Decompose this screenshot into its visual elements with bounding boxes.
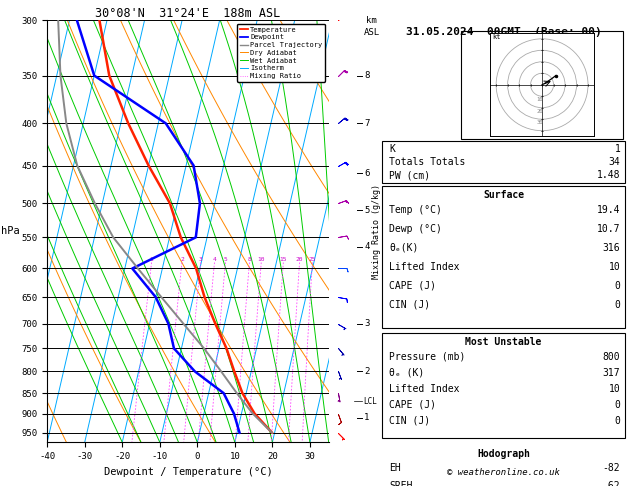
Text: 8: 8 xyxy=(248,258,252,262)
Text: CAPE (J): CAPE (J) xyxy=(389,399,437,410)
Text: km: km xyxy=(367,16,377,25)
Text: Surface: Surface xyxy=(483,190,524,200)
Text: hPa: hPa xyxy=(1,226,20,236)
Text: EH: EH xyxy=(389,464,401,473)
Text: 10.7: 10.7 xyxy=(597,224,620,234)
Text: 800: 800 xyxy=(603,352,620,362)
Bar xyxy=(382,186,625,329)
Text: 7: 7 xyxy=(364,119,370,128)
Text: Most Unstable: Most Unstable xyxy=(465,337,542,347)
Bar xyxy=(462,31,623,139)
Text: 1: 1 xyxy=(364,413,370,422)
Text: K: K xyxy=(389,144,395,154)
Text: 1.48: 1.48 xyxy=(597,171,620,180)
Text: 19.4: 19.4 xyxy=(597,205,620,215)
Text: 4: 4 xyxy=(364,243,370,251)
Text: 3: 3 xyxy=(364,319,370,328)
Legend: Temperature, Dewpoint, Parcel Trajectory, Dry Adiabat, Wet Adiabat, Isotherm, Mi: Temperature, Dewpoint, Parcel Trajectory… xyxy=(237,24,325,82)
Bar xyxy=(382,444,625,486)
Text: Mixing Ratio (g/kg): Mixing Ratio (g/kg) xyxy=(372,184,381,279)
Text: SREH: SREH xyxy=(389,481,413,486)
Text: 10: 10 xyxy=(608,262,620,272)
Bar xyxy=(382,332,625,438)
Text: Totals Totals: Totals Totals xyxy=(389,157,465,167)
Text: -82: -82 xyxy=(603,464,620,473)
Text: 3: 3 xyxy=(199,258,203,262)
Text: 6: 6 xyxy=(364,169,370,178)
Text: θₑ(K): θₑ(K) xyxy=(389,243,419,253)
Text: 25: 25 xyxy=(309,258,316,262)
Text: CAPE (J): CAPE (J) xyxy=(389,281,437,291)
Text: 1: 1 xyxy=(150,258,153,262)
Text: 0: 0 xyxy=(615,300,620,310)
Text: ASL: ASL xyxy=(364,28,380,37)
Text: Pressure (mb): Pressure (mb) xyxy=(389,352,465,362)
Text: Lifted Index: Lifted Index xyxy=(389,383,460,394)
Text: 4: 4 xyxy=(213,258,216,262)
Text: CIN (J): CIN (J) xyxy=(389,416,430,426)
Text: Temp (°C): Temp (°C) xyxy=(389,205,442,215)
Text: 5: 5 xyxy=(364,206,370,215)
Text: 20: 20 xyxy=(296,258,303,262)
Text: 2: 2 xyxy=(180,258,184,262)
Title: 30°08'N  31°24'E  188m ASL: 30°08'N 31°24'E 188m ASL xyxy=(96,7,281,20)
Text: 316: 316 xyxy=(603,243,620,253)
X-axis label: Dewpoint / Temperature (°C): Dewpoint / Temperature (°C) xyxy=(104,467,272,477)
Text: θₑ (K): θₑ (K) xyxy=(389,367,425,378)
Text: 5: 5 xyxy=(223,258,227,262)
Text: 0: 0 xyxy=(615,416,620,426)
Text: 8: 8 xyxy=(364,71,370,80)
Text: © weatheronline.co.uk: © weatheronline.co.uk xyxy=(447,468,560,477)
Text: 2: 2 xyxy=(364,367,370,376)
Text: Lifted Index: Lifted Index xyxy=(389,262,460,272)
Text: 31.05.2024  00GMT  (Base: 00): 31.05.2024 00GMT (Base: 00) xyxy=(406,27,601,37)
Text: Dewp (°C): Dewp (°C) xyxy=(389,224,442,234)
Text: CIN (J): CIN (J) xyxy=(389,300,430,310)
Text: 15: 15 xyxy=(280,258,287,262)
Text: 0: 0 xyxy=(615,281,620,291)
Text: LCL: LCL xyxy=(363,397,377,406)
Bar xyxy=(382,141,625,183)
Text: PW (cm): PW (cm) xyxy=(389,171,430,180)
Text: 1: 1 xyxy=(615,144,620,154)
Text: -62: -62 xyxy=(603,481,620,486)
Text: 34: 34 xyxy=(608,157,620,167)
Text: 317: 317 xyxy=(603,367,620,378)
Text: Hodograph: Hodograph xyxy=(477,449,530,459)
Text: 0: 0 xyxy=(615,399,620,410)
Text: 10: 10 xyxy=(257,258,265,262)
Text: 10: 10 xyxy=(608,383,620,394)
